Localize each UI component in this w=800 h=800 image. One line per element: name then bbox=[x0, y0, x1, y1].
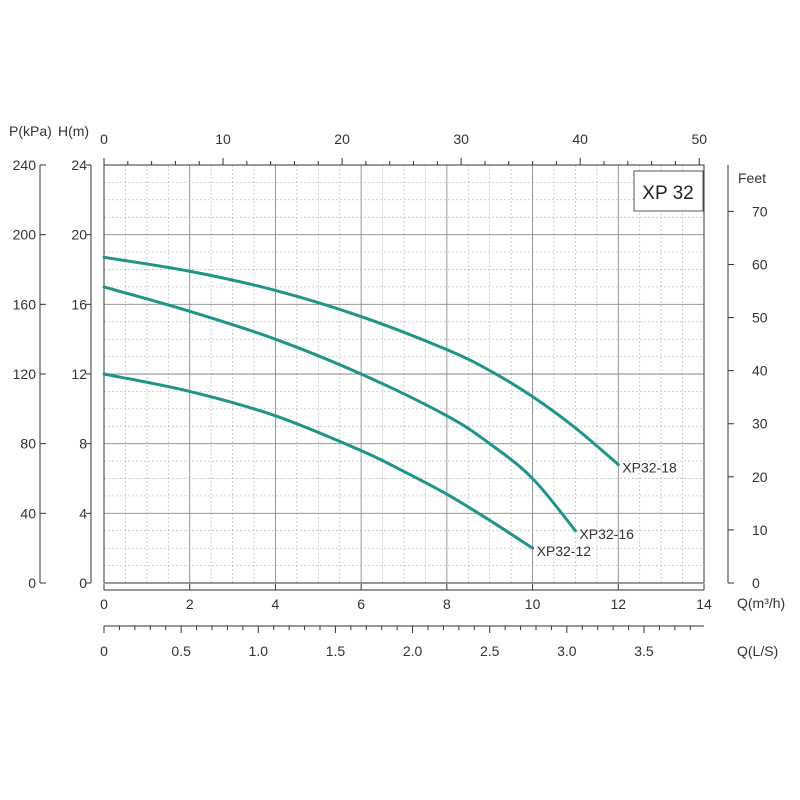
pressure-tick-label: 200 bbox=[13, 227, 37, 243]
top-flow-tick-label: 40 bbox=[572, 131, 588, 147]
head-axis-ticks: 0 4 8 12 16 20 24 bbox=[71, 157, 91, 591]
series-label: XP32-18 bbox=[622, 460, 677, 476]
feet-tick-label: 60 bbox=[752, 256, 768, 272]
feet-tick-label: 10 bbox=[752, 522, 768, 538]
lps-tick-label: 1.0 bbox=[249, 643, 269, 659]
feet-tick-label: 30 bbox=[752, 416, 768, 432]
lps-tick-label: 0.5 bbox=[171, 643, 191, 659]
lps-tick-label: 0 bbox=[100, 643, 108, 659]
flow-tick-label: 10 bbox=[525, 596, 541, 612]
pressure-tick-label: 40 bbox=[20, 505, 36, 521]
lps-axis-label: Q(L/S) bbox=[737, 643, 778, 659]
flow-tick-label: 2 bbox=[186, 596, 194, 612]
flow-tick-label: 12 bbox=[610, 596, 626, 612]
head-tick-label: 20 bbox=[71, 227, 87, 243]
title-box bbox=[633, 170, 704, 212]
feet-tick-label: 20 bbox=[752, 469, 768, 485]
flow-tick-label: 4 bbox=[272, 596, 280, 612]
series-label: XP32-16 bbox=[579, 526, 634, 542]
top-flow-tick-label: 20 bbox=[334, 131, 350, 147]
lps-tick-label: 2.0 bbox=[403, 643, 423, 659]
head-tick-label: 0 bbox=[79, 575, 87, 591]
feet-axis-ticks: 0 10 20 30 40 50 60 70 bbox=[728, 203, 768, 591]
lps-tick-label: 3.5 bbox=[634, 643, 654, 659]
flow-axis-label: Q(m³/h) bbox=[737, 595, 785, 611]
series-label: XP32-12 bbox=[537, 543, 592, 559]
lps-tick-label: 1.5 bbox=[326, 643, 346, 659]
head-axis-label: H(m) bbox=[58, 123, 89, 139]
top-flow-tick-label: 10 bbox=[215, 131, 231, 147]
flow-tick-label: 8 bbox=[443, 596, 451, 612]
pressure-axis-label: P(kPa) bbox=[9, 123, 52, 139]
flow-tick-label: 0 bbox=[100, 596, 108, 612]
head-tick-label: 8 bbox=[79, 436, 87, 452]
pressure-tick-label: 80 bbox=[20, 436, 36, 452]
grid bbox=[103, 164, 705, 584]
lps-axis-ticks: 0 0.5 1.0 1.5 2.0 2.5 3.0 3.5 bbox=[100, 626, 691, 659]
top-flow-tick-label: 30 bbox=[453, 131, 469, 147]
feet-tick-label: 50 bbox=[752, 310, 768, 326]
head-tick-label: 24 bbox=[71, 157, 87, 173]
head-tick-label: 4 bbox=[79, 505, 87, 521]
feet-tick-label: 0 bbox=[752, 575, 760, 591]
flow-tick-label: 14 bbox=[696, 596, 712, 612]
chart-title: XP 32 bbox=[642, 183, 693, 204]
pressure-tick-label: 120 bbox=[13, 366, 37, 382]
pressure-axis-ticks: 0 40 80 120 160 200 240 bbox=[13, 157, 46, 591]
flow-axis-ticks: 0 2 4 6 8 10 12 14 bbox=[100, 584, 712, 612]
feet-tick-label: 40 bbox=[752, 363, 768, 379]
pressure-tick-label: 240 bbox=[13, 157, 37, 173]
pressure-tick-label: 160 bbox=[13, 296, 37, 312]
feet-tick-label: 70 bbox=[752, 203, 768, 219]
curve-xp32-16 bbox=[102, 285, 577, 533]
top-flow-axis-ticks: 0 10 20 30 40 50 bbox=[100, 131, 707, 165]
curve-xp32-18 bbox=[102, 255, 620, 467]
pressure-tick-label: 0 bbox=[28, 575, 36, 591]
head-tick-label: 16 bbox=[71, 296, 87, 312]
flow-tick-label: 6 bbox=[357, 596, 365, 612]
head-tick-label: 12 bbox=[71, 366, 87, 382]
curve-xp32-12 bbox=[102, 372, 535, 550]
feet-axis-label: Feet bbox=[738, 170, 766, 186]
top-flow-tick-label: 0 bbox=[100, 131, 108, 147]
lps-tick-label: 2.5 bbox=[480, 643, 500, 659]
lps-tick-label: 3.0 bbox=[557, 643, 577, 659]
top-flow-tick-label: 50 bbox=[691, 131, 707, 147]
